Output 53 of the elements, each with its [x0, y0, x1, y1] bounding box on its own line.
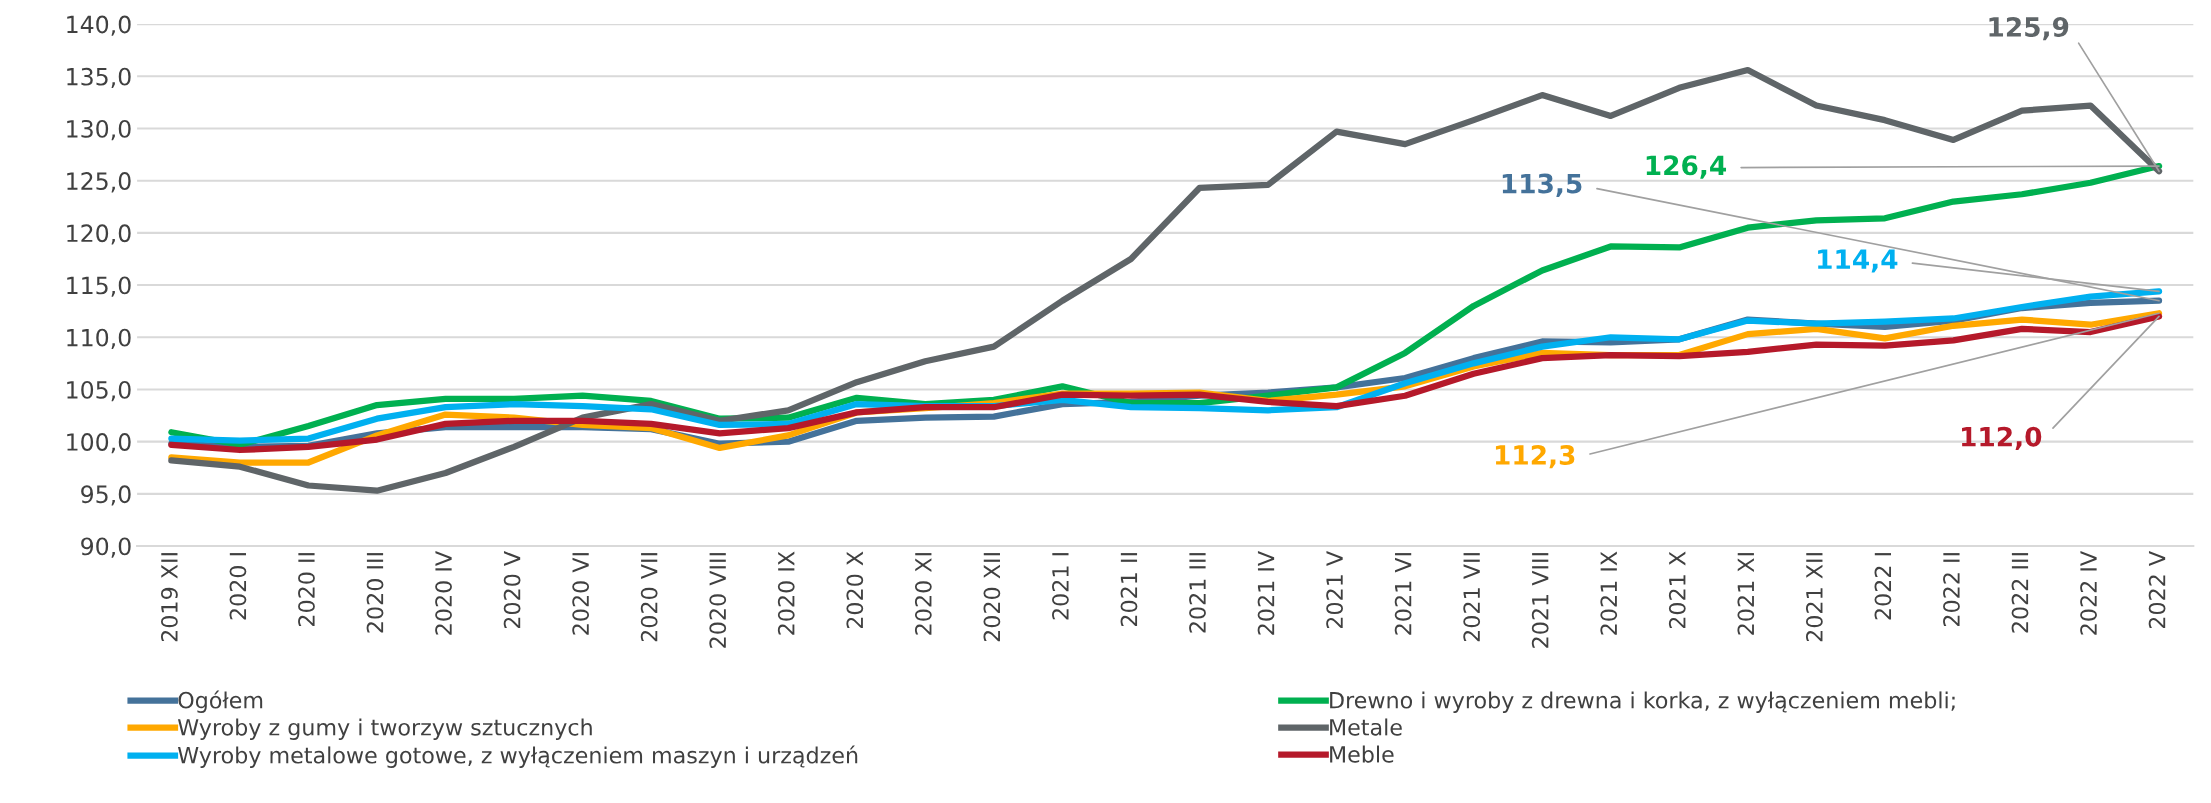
x-tick-label: 2020 III: [366, 553, 384, 633]
y-tick-label: 135,0: [67, 67, 131, 88]
x-tick-label: 2021 I: [1052, 553, 1069, 620]
x-tick-label: 2022 V: [2148, 551, 2166, 629]
x-tick-label: 2021 XII: [1805, 553, 1823, 642]
legend-label: Drewno i wyroby z drewna i korka, z wyłączeniem mebli;: [1330, 691, 1955, 713]
y-tick-label: 130,0: [67, 119, 131, 141]
data-label: 112,3: [1495, 445, 1575, 469]
legend-label: Metale: [1330, 718, 1402, 736]
x-tick-label: 2021 V: [1326, 551, 1343, 629]
x-tick-label: 2021 IV: [1257, 551, 1275, 635]
x-tick-label: 2020 X: [846, 551, 864, 629]
x-tick-label: 2020 VII: [640, 553, 658, 642]
y-tick-label: 100,0: [67, 433, 131, 454]
x-tick-label: 2020 I: [229, 553, 247, 620]
y-tick-label: 115,0: [67, 276, 131, 297]
x-tick-label: 2021 XI: [1737, 553, 1755, 635]
x-tick-label: 2022 III: [2011, 553, 2029, 633]
x-tick-label: 2020 VI: [572, 553, 590, 635]
x-tick-label: 2021 IX: [1600, 551, 1618, 635]
y-tick-label: 95,0: [81, 485, 131, 506]
x-tick-label: 2020 IV: [435, 551, 452, 635]
x-tick-label: 2021 II: [1120, 553, 1138, 626]
x-tick-label: 2020 V: [503, 551, 521, 629]
x-tick-label: 2022 II: [1943, 553, 1960, 626]
data-label: 126,4: [1646, 155, 1727, 179]
legend-label: Meble: [1330, 745, 1394, 763]
y-tick-label: 105,0: [67, 380, 131, 402]
x-tick-label: 2021 X: [1668, 551, 1686, 629]
data-label: 125,9: [1989, 17, 2069, 41]
legend-label: Wyroby metalowe gotowe, z wyłączeniem maszyn i urządzeń: [177, 745, 858, 768]
data-label: 114,4: [1818, 249, 1898, 273]
x-tick-label: 2021 III: [1189, 553, 1206, 633]
x-tick-label: 2020 II: [298, 553, 315, 626]
x-tick-label: 2022 IV: [2080, 551, 2097, 635]
x-tick-label: 2022 I: [1874, 553, 1892, 620]
x-tick-label: 2020 XII: [983, 553, 1001, 642]
x-tick-label: 2020 VIII: [709, 553, 727, 648]
x-tick-label: 2020 IX: [777, 551, 795, 635]
data-label: 112,0: [1962, 426, 2042, 451]
x-tick-label: 2021 VII: [1463, 553, 1481, 642]
x-tick-label: 2021 VIII: [1531, 553, 1549, 648]
y-tick-label: 120,0: [67, 224, 131, 245]
y-tick-label: 110,0: [67, 328, 131, 349]
x-tick-label: 2019 XII: [160, 553, 178, 642]
y-tick-label: 140,0: [67, 15, 131, 36]
legend-label: Ogółem: [178, 690, 263, 713]
legend-label: Wyroby z gumy i tworzyw sztucznych: [177, 718, 592, 740]
x-tick-label: 2020 XI: [914, 553, 932, 635]
y-tick-label: 125,0: [67, 172, 131, 193]
x-tick-label: 2021 VI: [1394, 553, 1412, 635]
data-label: 113,5: [1502, 173, 1582, 197]
y-tick-label: 90,0: [81, 537, 131, 558]
